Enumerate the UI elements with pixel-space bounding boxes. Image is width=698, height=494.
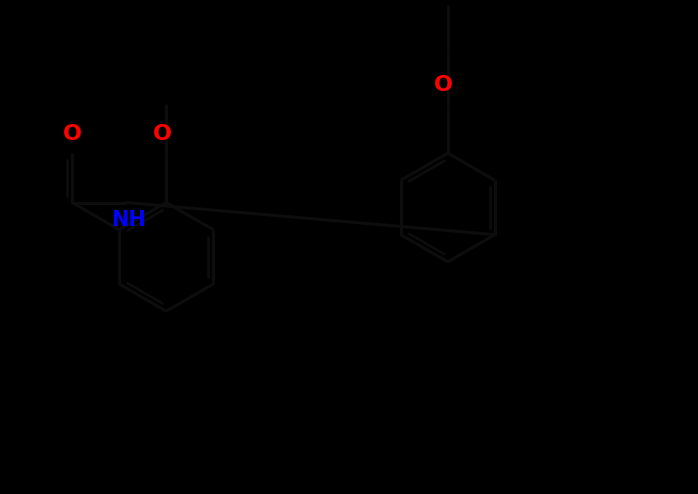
Text: O: O xyxy=(63,124,82,144)
Text: O: O xyxy=(434,75,453,95)
Text: O: O xyxy=(153,124,172,144)
Text: NH: NH xyxy=(112,210,147,230)
